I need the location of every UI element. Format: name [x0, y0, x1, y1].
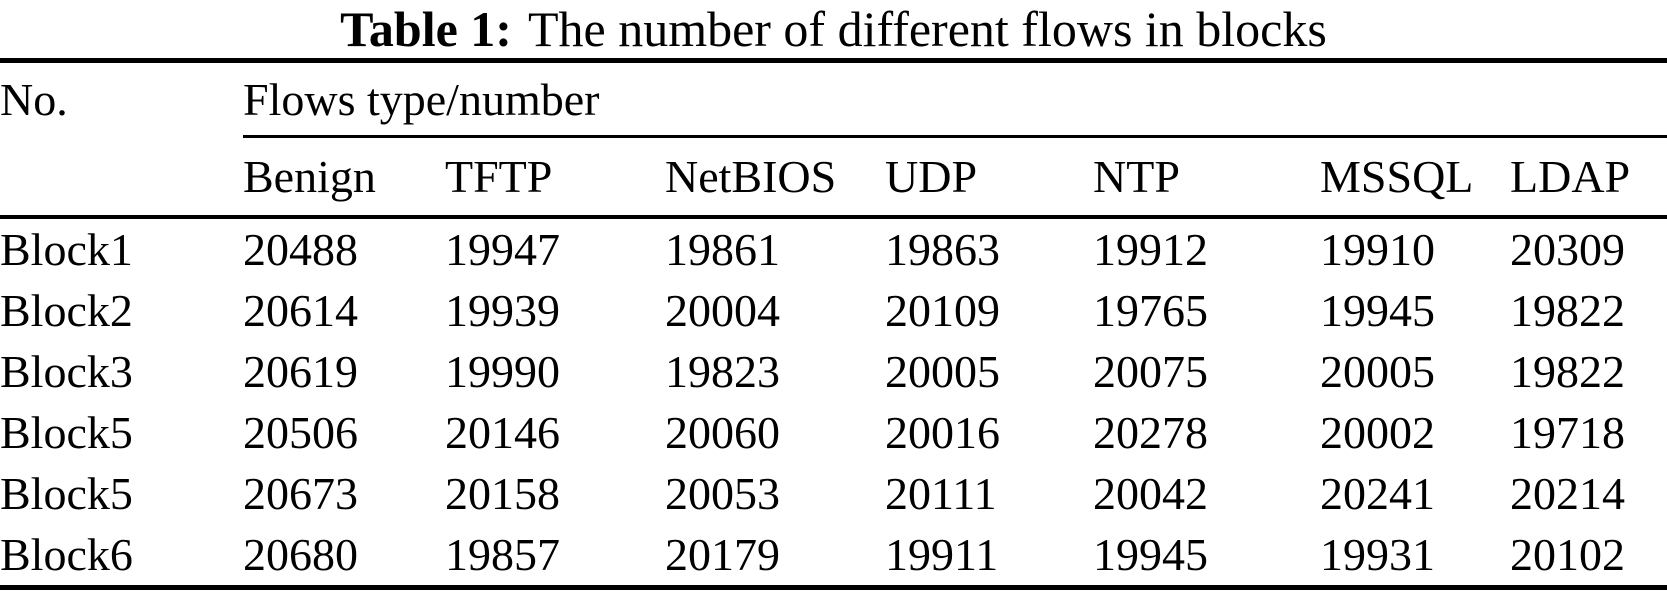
- table-cell: 20278: [1093, 407, 1208, 458]
- table-row: Block1 20488 19947 19861 19863 19912 199…: [0, 217, 1667, 280]
- table-cell: 20241: [1320, 468, 1435, 519]
- row-label: Block5: [0, 468, 133, 519]
- table-cell: 19823: [665, 346, 780, 397]
- table-cell: 19939: [445, 285, 560, 336]
- table-cell: 20002: [1320, 407, 1435, 458]
- table-cell: 19912: [1093, 224, 1208, 275]
- table-cell: 19863: [885, 224, 1000, 275]
- table-caption-label: Table 1:: [340, 1, 512, 57]
- table-row: Block5 20673 20158 20053 20111 20042 202…: [0, 463, 1667, 524]
- table-cell: 19931: [1320, 529, 1435, 580]
- table-cell: 20680: [243, 529, 358, 580]
- table-caption: Table 1: The number of different flows in…: [0, 0, 1667, 58]
- table-cell: 20309: [1510, 224, 1625, 275]
- table-cell: 20075: [1093, 346, 1208, 397]
- table-cell: 20016: [885, 407, 1000, 458]
- table-cell: 20111: [885, 468, 997, 519]
- table-row: Block6 20680 19857 20179 19911 19945 199…: [0, 524, 1667, 588]
- table-cell: 20060: [665, 407, 780, 458]
- row-label: Block2: [0, 285, 133, 336]
- table-cell: 20005: [1320, 346, 1435, 397]
- table-cell: 20619: [243, 346, 358, 397]
- column-header-spacer: [0, 136, 243, 219]
- table-row: Block3 20619 19990 19823 20005 20075 200…: [0, 341, 1667, 402]
- table-row: Block5 20506 20146 20060 20016 20278 200…: [0, 402, 1667, 463]
- group-header-flows-type-number: Flows type/number: [243, 60, 1667, 138]
- flows-table: No. Flows type/number Benign TFTP NetBIO…: [0, 58, 1667, 590]
- table-cell: 20146: [445, 407, 560, 458]
- table-cell: 20179: [665, 529, 780, 580]
- table-cell: 19947: [445, 224, 560, 275]
- table-cell: 20042: [1093, 468, 1208, 519]
- column-header-tftp: TFTP: [445, 136, 665, 219]
- table-cell: 19945: [1093, 529, 1208, 580]
- table-cell: 20102: [1510, 529, 1625, 580]
- table-cell: 19857: [445, 529, 560, 580]
- table-cell: 19990: [445, 346, 560, 397]
- table-cell: 20488: [243, 224, 358, 275]
- group-header-row: No. Flows type/number: [0, 60, 1667, 138]
- table-cell: 20158: [445, 468, 560, 519]
- row-label: Block5: [0, 407, 133, 458]
- table-cell: 20673: [243, 468, 358, 519]
- table-cell: 19765: [1093, 285, 1208, 336]
- table-cell: 20506: [243, 407, 358, 458]
- table-cell: 20005: [885, 346, 1000, 397]
- table-cell: 19861: [665, 224, 780, 275]
- table-cell: 20214: [1510, 468, 1625, 519]
- table-cell: 20109: [885, 285, 1000, 336]
- table-cell: 19945: [1320, 285, 1435, 336]
- table-cell: 19910: [1320, 224, 1435, 275]
- row-label: Block1: [0, 224, 133, 275]
- column-header-netbios: NetBIOS: [665, 136, 885, 219]
- table-cell: 20614: [243, 285, 358, 336]
- table-cell: 20053: [665, 468, 780, 519]
- column-header-ntp: NTP: [1093, 136, 1320, 219]
- column-header-benign: Benign: [243, 136, 445, 219]
- table-cell: 19911: [885, 529, 999, 580]
- table-cell: 20004: [665, 285, 780, 336]
- column-header-ldap: LDAP: [1510, 136, 1667, 219]
- column-header-mssql: MSSQL: [1320, 136, 1510, 219]
- corner-header-no: No.: [0, 74, 68, 126]
- table-row: Block2 20614 19939 20004 20109 19765 199…: [0, 280, 1667, 341]
- row-label: Block6: [0, 529, 133, 580]
- column-header-row: Benign TFTP NetBIOS UDP NTP MSSQL LDAP: [0, 136, 1667, 219]
- row-label: Block3: [0, 346, 133, 397]
- table-cell: 19718: [1510, 407, 1625, 458]
- table-cell: 19822: [1510, 346, 1625, 397]
- table-cell: 19822: [1510, 285, 1625, 336]
- column-header-udp: UDP: [885, 136, 1093, 219]
- table-caption-text: The number of different flows in blocks: [527, 1, 1327, 57]
